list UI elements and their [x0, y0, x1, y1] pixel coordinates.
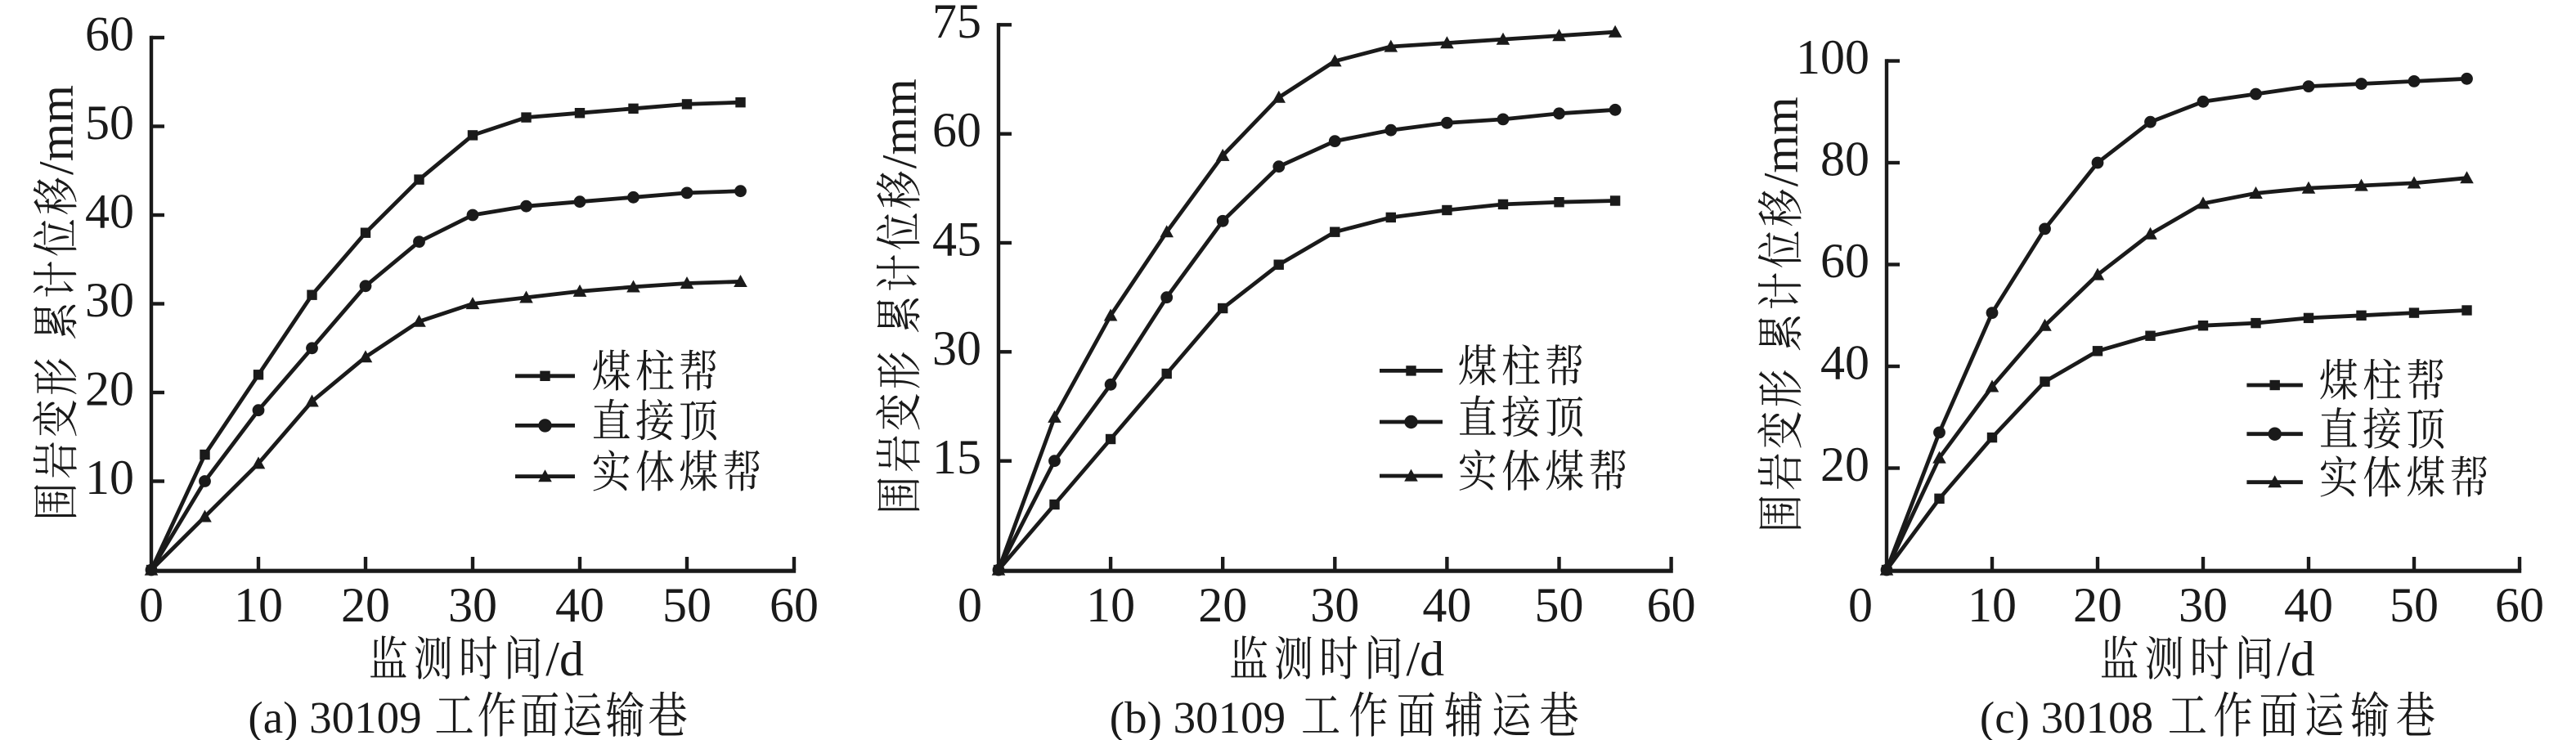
- svg-text:(c) 30108: (c) 30108: [1980, 693, 2153, 740]
- svg-text:10: 10: [1968, 578, 2017, 632]
- svg-text:/d: /d: [1407, 632, 1445, 686]
- svg-text:60: 60: [1820, 234, 1869, 288]
- svg-text:50: 50: [2390, 578, 2439, 632]
- svg-text:20: 20: [341, 578, 390, 632]
- svg-text:75: 75: [932, 0, 981, 48]
- svg-text:30: 30: [932, 321, 981, 375]
- svg-text:60: 60: [85, 7, 134, 61]
- svg-text:60: 60: [2495, 578, 2544, 632]
- svg-text:0: 0: [958, 578, 982, 632]
- svg-text:80: 80: [1820, 132, 1869, 186]
- svg-text:/mm: /mm: [29, 85, 83, 175]
- svg-text:15: 15: [932, 430, 981, 484]
- svg-text:0: 0: [1848, 578, 1873, 632]
- svg-text:/d: /d: [545, 632, 584, 686]
- svg-text:/d: /d: [2277, 632, 2315, 686]
- svg-text:30: 30: [1310, 578, 1359, 632]
- svg-text:50: 50: [662, 578, 711, 632]
- svg-text:60: 60: [932, 103, 981, 157]
- svg-text:30: 30: [2179, 578, 2228, 632]
- svg-text:40: 40: [85, 185, 134, 239]
- svg-text:(b) 30109: (b) 30109: [1110, 693, 1286, 740]
- svg-text:(a) 30109: (a) 30109: [248, 693, 421, 740]
- svg-text:60: 60: [1647, 578, 1696, 632]
- svg-text:/mm: /mm: [1754, 96, 1808, 186]
- svg-text:40: 40: [2284, 578, 2333, 632]
- svg-text:40: 40: [1422, 578, 1471, 632]
- svg-text:100: 100: [1796, 30, 1869, 84]
- svg-text:40: 40: [555, 578, 604, 632]
- svg-text:10: 10: [1086, 578, 1135, 632]
- svg-text:20: 20: [1820, 437, 1869, 491]
- svg-text:50: 50: [85, 96, 134, 150]
- svg-text:60: 60: [770, 578, 819, 632]
- svg-text:20: 20: [1198, 578, 1247, 632]
- svg-text:20: 20: [2073, 578, 2122, 632]
- svg-text:40: 40: [1820, 336, 1869, 390]
- svg-text:10: 10: [85, 451, 134, 505]
- svg-text:0: 0: [139, 578, 164, 632]
- svg-text:45: 45: [932, 213, 981, 267]
- svg-text:20: 20: [85, 362, 134, 416]
- svg-text:30: 30: [448, 578, 497, 632]
- svg-text:/mm: /mm: [873, 78, 927, 168]
- svg-text:50: 50: [1535, 578, 1584, 632]
- svg-text:10: 10: [234, 578, 283, 632]
- svg-text:30: 30: [85, 273, 134, 327]
